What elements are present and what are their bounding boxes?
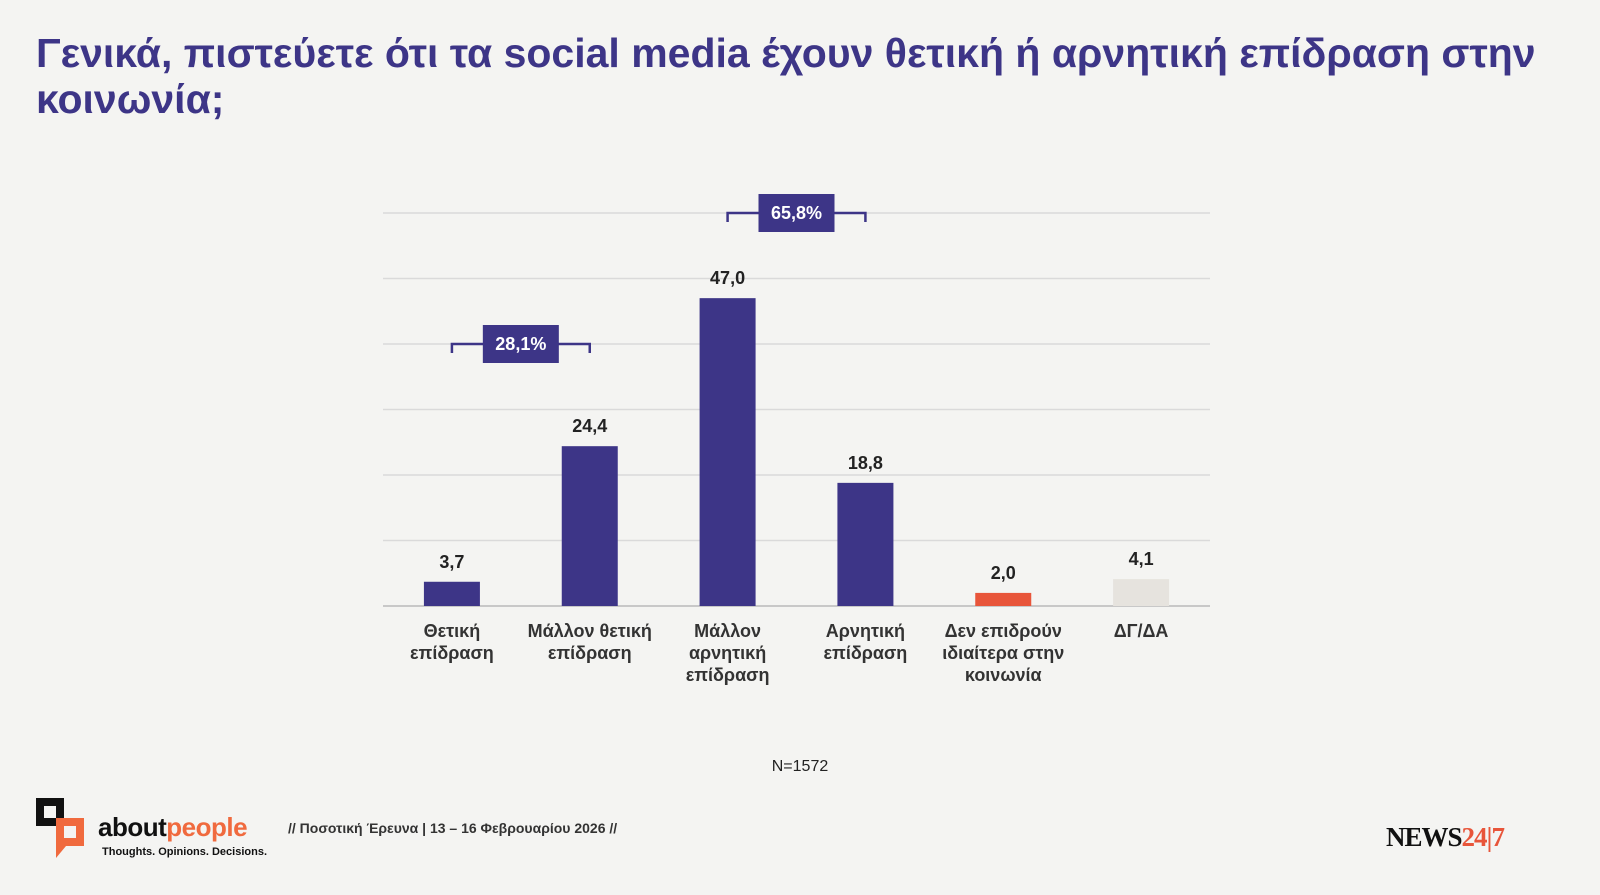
survey-info: // Ποσοτική Έρευνα | 13 – 16 Φεβρουαρίου… [288, 820, 618, 836]
annotation: 65,8% [726, 194, 867, 232]
x-tick-label: Αρνητική επίδραση [823, 621, 908, 663]
logo-icon [36, 798, 84, 858]
value-label: 4,1 [1129, 549, 1154, 569]
annotation-box [758, 194, 835, 232]
annotation: 28,1% [450, 325, 591, 363]
annotation-label: 28,1% [495, 334, 546, 354]
value-label: 47,0 [710, 268, 745, 288]
sample-note: N=1572 [771, 758, 829, 775]
logo-part: people [166, 812, 248, 842]
value-label: 2,0 [991, 563, 1016, 583]
x-tick-label: Θετική επίδραση [410, 621, 494, 663]
chart-title: Γενικά, πιστεύετε ότι τα social media έχ… [36, 30, 1536, 122]
bar [837, 482, 894, 606]
value-label: 24,4 [572, 416, 607, 436]
bar [561, 446, 618, 606]
brand-part: 24|7 [1461, 822, 1505, 852]
value-label: 3,7 [439, 552, 464, 572]
x-tick-label: Δεν επιδρούν ιδιαίτερα στην κοινωνία [942, 621, 1065, 685]
value-label: 18,8 [848, 453, 883, 473]
bar [975, 592, 1032, 606]
x-tick-label: Μάλλον αρνητική επίδραση [685, 621, 770, 685]
brand: NEWS24|7 [1386, 822, 1505, 853]
annotation-label: 65,8% [771, 203, 822, 223]
logo-tagline: Thoughts. Opinions. Decisions. [102, 846, 268, 858]
brand-part: NEWS [1386, 822, 1463, 852]
x-tick-label: Μάλλον θετική επίδραση [527, 621, 652, 663]
annotation-box [482, 325, 559, 363]
x-tick-label: ΔΓ/ΔΑ [1113, 621, 1169, 641]
bar [423, 581, 480, 606]
logo-text: aboutpeople [98, 812, 248, 843]
bar [1113, 579, 1170, 606]
bar [699, 298, 756, 606]
logo-part: about [98, 812, 167, 842]
